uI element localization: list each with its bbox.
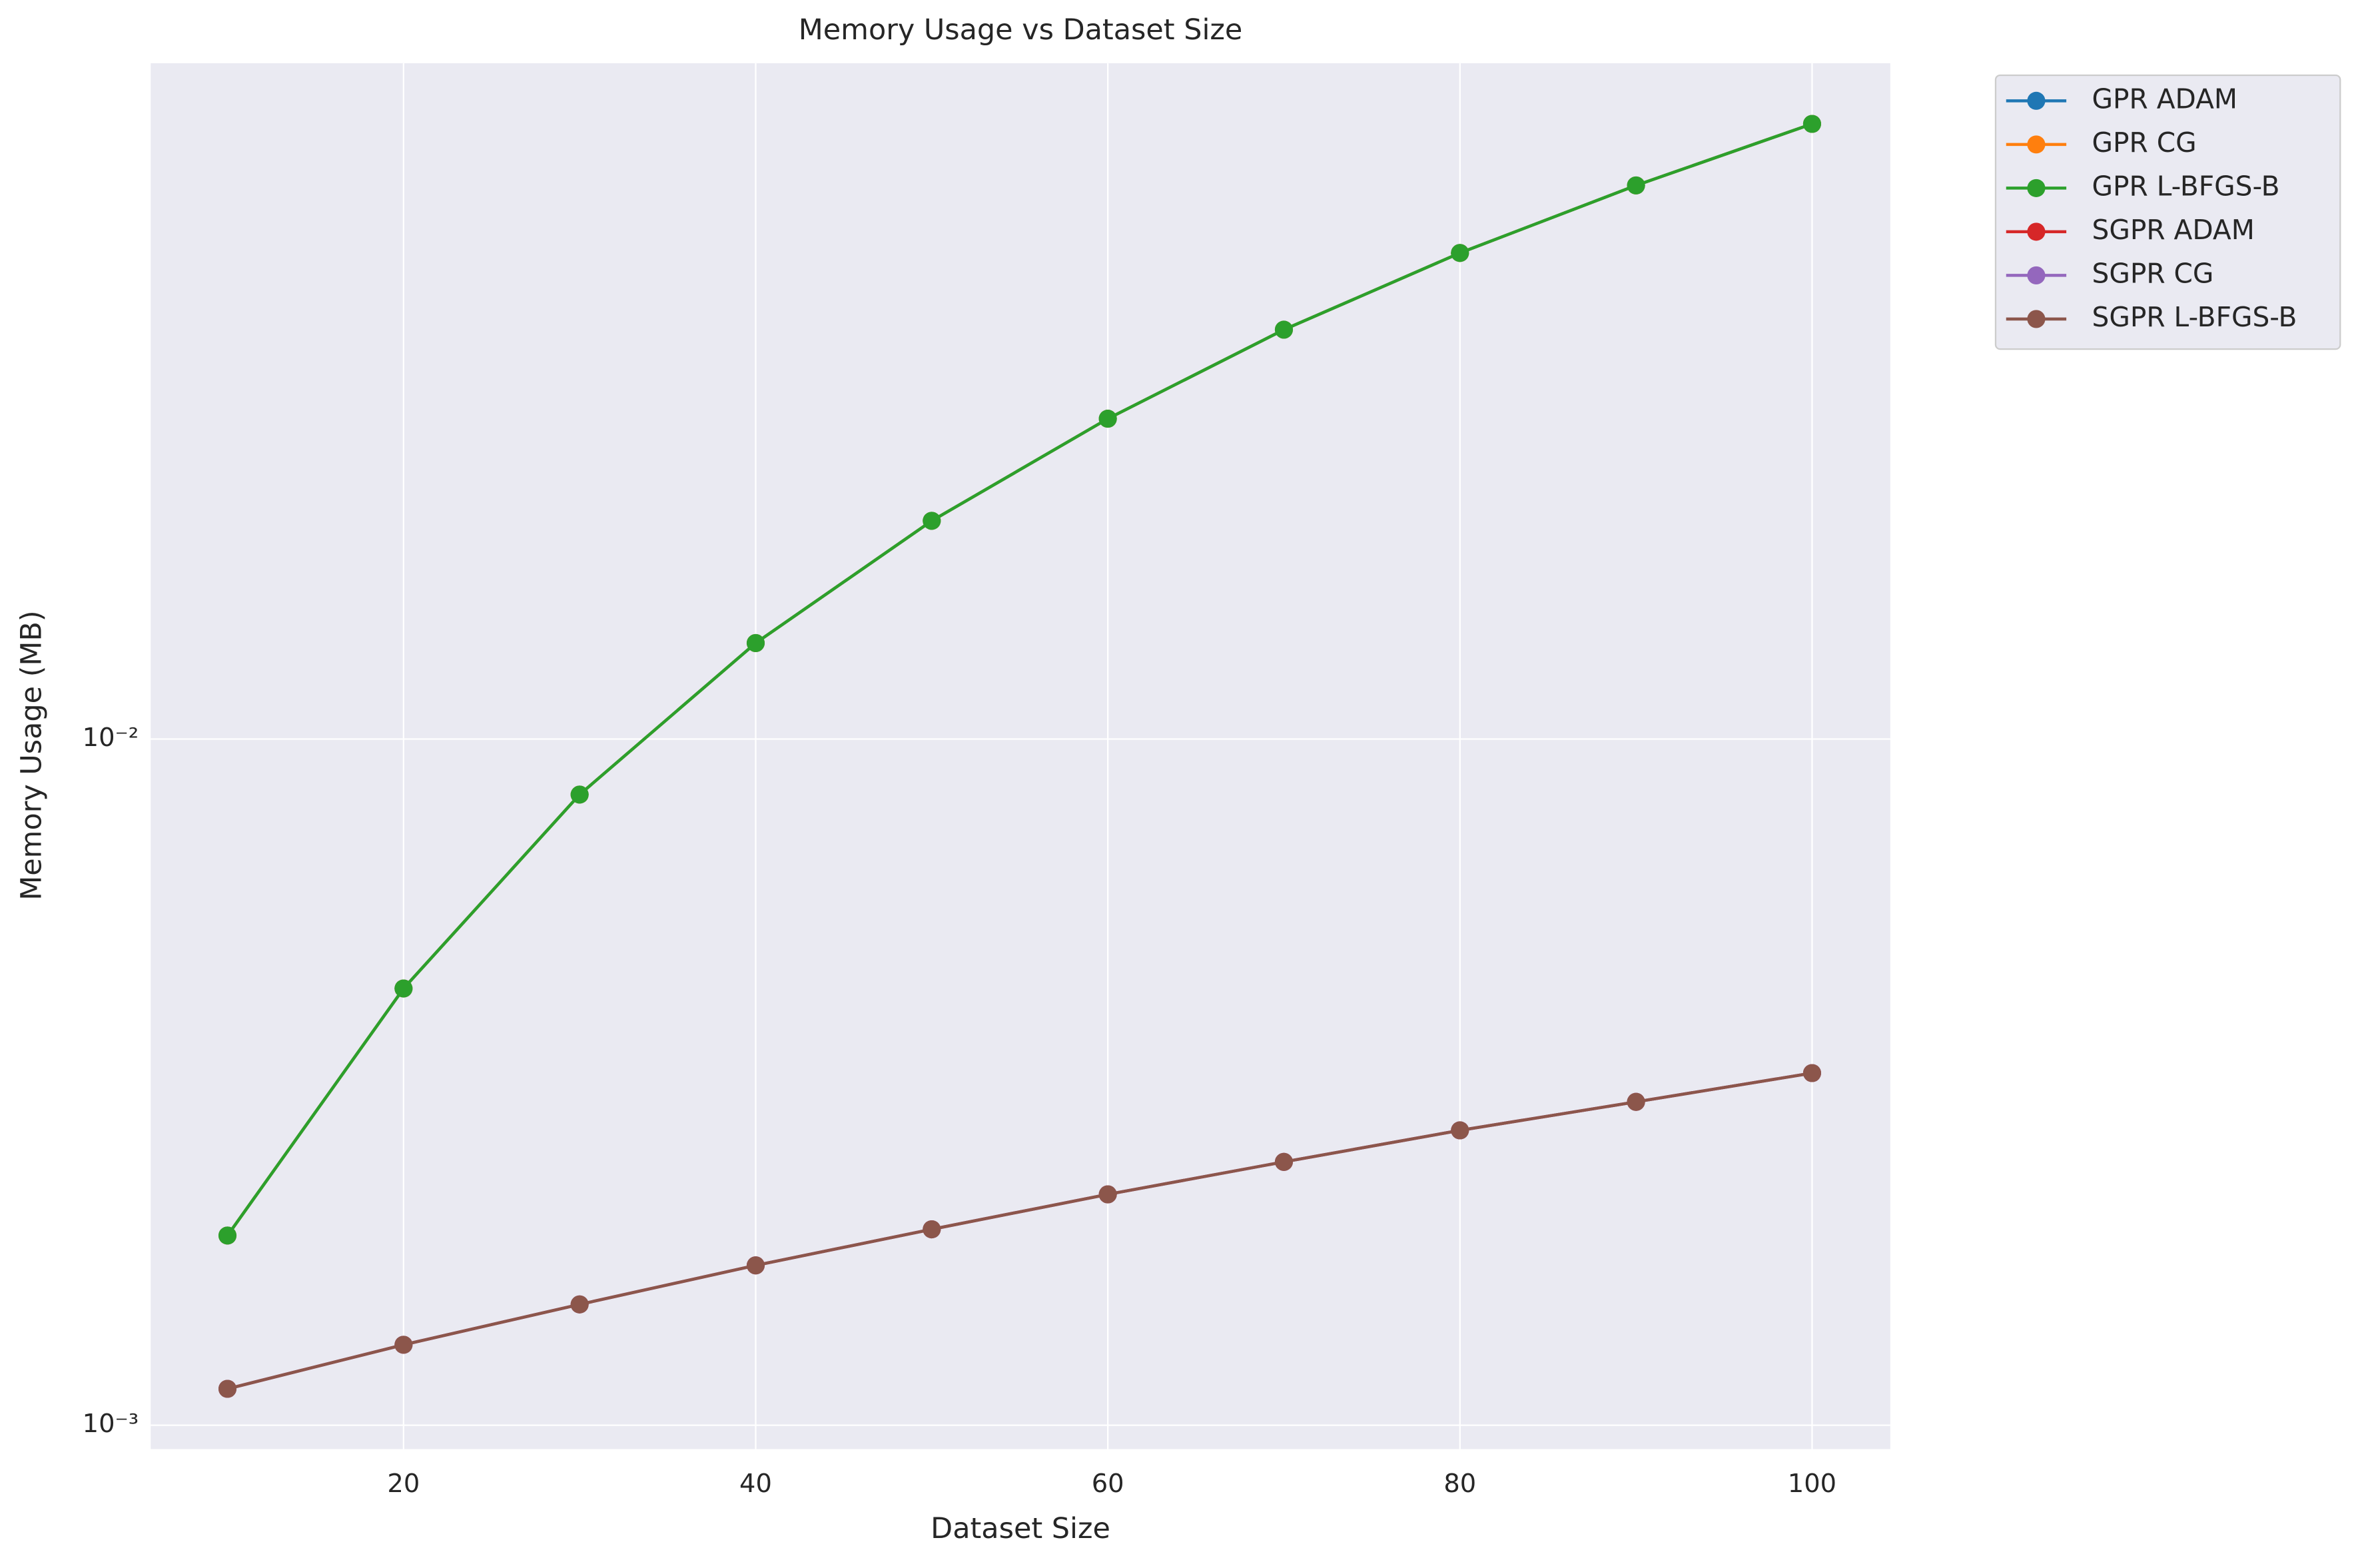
y-tick-label: 10⁻² bbox=[83, 723, 139, 753]
data-point bbox=[1098, 410, 1117, 428]
data-point bbox=[923, 1220, 941, 1239]
data-point bbox=[1627, 176, 1645, 195]
legend-label: GPR L-BFGS-B bbox=[2092, 170, 2280, 202]
x-tick-label: 60 bbox=[1092, 1469, 1124, 1499]
legend-box bbox=[1994, 74, 2341, 350]
data-point bbox=[746, 633, 765, 653]
data-point bbox=[394, 979, 413, 998]
legend-marker bbox=[2027, 310, 2046, 328]
data-point bbox=[1802, 1064, 1821, 1082]
legend-marker bbox=[2027, 135, 2046, 154]
x-tick-label: 100 bbox=[1788, 1469, 1836, 1499]
data-point bbox=[1274, 320, 1294, 339]
data-point bbox=[1627, 1092, 1645, 1111]
data-point bbox=[570, 1295, 589, 1314]
y-tick-label: 10⁻³ bbox=[83, 1409, 139, 1439]
y-axis-label: Memory Usage (MB) bbox=[15, 610, 49, 900]
data-point bbox=[218, 1226, 237, 1245]
grid bbox=[151, 63, 1890, 1449]
series-line bbox=[226, 1071, 1812, 1391]
x-tick-label: 40 bbox=[739, 1469, 772, 1499]
legend-marker bbox=[2027, 91, 2046, 110]
data-point bbox=[1802, 115, 1821, 133]
data-point bbox=[1451, 244, 1469, 262]
x-tick-label: 20 bbox=[387, 1469, 420, 1499]
marks bbox=[218, 115, 1821, 1398]
plot-area bbox=[151, 63, 1890, 1449]
data-point bbox=[1098, 1185, 1117, 1204]
legend-label: SGPR L-BFGS-B bbox=[2092, 301, 2297, 333]
legend-marker bbox=[2027, 266, 2046, 284]
data-point bbox=[1274, 1152, 1294, 1171]
legend-label: GPR CG bbox=[2092, 127, 2197, 159]
legend-marker bbox=[2027, 179, 2046, 197]
data-point bbox=[746, 1256, 765, 1275]
data-point bbox=[570, 785, 589, 804]
x-tick-label: 80 bbox=[1443, 1469, 1476, 1499]
series-line bbox=[226, 122, 1813, 1237]
legend-label: SGPR CG bbox=[2092, 257, 2214, 289]
legend-marker bbox=[2027, 222, 2046, 241]
x-axis-label: Dataset Size bbox=[931, 1512, 1110, 1545]
chart-title: Memory Usage vs Dataset Size bbox=[799, 13, 1243, 47]
legend-label: SGPR ADAM bbox=[2092, 214, 2255, 246]
legend-label: GPR ADAM bbox=[2092, 83, 2238, 115]
data-point bbox=[923, 512, 941, 530]
data-point bbox=[218, 1379, 237, 1398]
data-point bbox=[394, 1336, 413, 1354]
data-point bbox=[1451, 1121, 1469, 1140]
legend: GPR ADAM GPR CG GPR L-BFGS-B SGPR ADAM SGPR … bbox=[2006, 83, 2297, 333]
